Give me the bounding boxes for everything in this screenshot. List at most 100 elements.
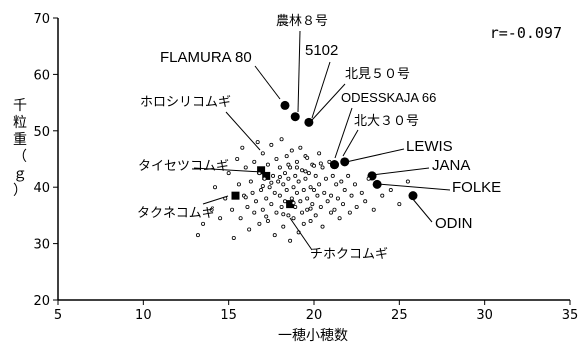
scatter-point	[329, 210, 334, 215]
cultivar-point	[340, 157, 350, 167]
annotation-label: タイセツコムギ	[138, 159, 229, 174]
scatter-point	[308, 185, 313, 190]
annotation-leader	[202, 195, 229, 205]
y-tick-label: 20	[33, 294, 50, 309]
annotation-leader	[311, 61, 331, 119]
scatter-point	[298, 199, 303, 204]
scatter-point	[213, 185, 218, 190]
scatter-point	[329, 193, 334, 198]
scatter-point	[269, 180, 274, 185]
scatter-point	[286, 213, 291, 218]
annotation-label: タクネコムギ	[137, 206, 215, 221]
scatter-point	[286, 176, 291, 181]
x-tick-label: 20	[306, 308, 323, 323]
annotation-label: FLAMURA 80	[160, 49, 252, 66]
scatter-point	[286, 162, 291, 167]
scatter-point	[301, 188, 306, 193]
scatter-point	[277, 165, 282, 170]
y-axis-title: 千粒重（ｇ）	[13, 98, 27, 199]
japanese-cultivar-point	[262, 171, 271, 180]
x-tick-label: 10	[135, 308, 152, 323]
y-tick-label: 50	[33, 125, 50, 140]
scatter-point	[291, 200, 296, 205]
scatter-point	[405, 179, 410, 184]
scatter-point	[305, 196, 310, 201]
scatter-point	[323, 176, 328, 181]
scatter-point	[325, 199, 330, 204]
scatter-point	[276, 179, 281, 184]
scatter-point	[281, 224, 286, 229]
cultivar-point	[408, 191, 418, 201]
japanese-cultivar-point	[257, 166, 266, 175]
scatter-point	[303, 176, 308, 181]
scatter-point	[288, 238, 293, 243]
scatter-point	[231, 235, 236, 240]
scatter-point	[284, 154, 289, 159]
scatter-point	[388, 188, 393, 193]
scatter-point	[265, 162, 270, 167]
scatter-point	[272, 233, 277, 238]
scatter-point	[265, 219, 270, 224]
scatter-point	[291, 185, 296, 190]
scatter-point	[264, 196, 269, 201]
scatter-point	[277, 193, 282, 198]
y-tick-label: 30	[33, 238, 50, 253]
scatter-point	[269, 142, 274, 147]
scatter-point	[243, 195, 248, 200]
scatter-point	[366, 176, 371, 181]
scatter-point	[257, 221, 262, 226]
scatter-point	[267, 185, 272, 190]
scatter-point	[248, 179, 253, 184]
scatter-point	[311, 163, 316, 168]
scatter-point	[274, 156, 279, 161]
scatter-point	[296, 179, 301, 184]
scatter-point	[291, 216, 296, 221]
scatter-point	[363, 199, 368, 204]
cultivar-point	[372, 179, 382, 189]
annotation-label: JANA	[432, 157, 470, 174]
annotation-label: 北大３０号	[354, 114, 419, 129]
scatter-point	[209, 207, 214, 212]
scatter-point	[238, 216, 243, 221]
annotation-label: 農林８号	[276, 14, 328, 29]
annotation-label: 北見５０号	[345, 67, 410, 82]
scatter-point	[272, 190, 277, 195]
y-tick-label: 40	[33, 181, 50, 196]
annotation-leader	[377, 183, 451, 191]
scatter-point	[293, 173, 298, 178]
scatter-point	[300, 210, 305, 215]
scatter-point	[252, 159, 257, 164]
scatter-point	[294, 159, 299, 164]
scatter-point	[327, 159, 332, 164]
scatter-point	[308, 206, 313, 211]
scatter-point	[318, 161, 323, 166]
scatter-point	[289, 148, 294, 153]
x-tick-label: 15	[220, 308, 237, 323]
annotation-label: FOLKE	[452, 179, 501, 196]
scatter-point	[332, 207, 337, 212]
scatter-point	[311, 188, 316, 193]
scatter-point	[240, 145, 245, 150]
scatter-point	[226, 171, 231, 176]
scatter-point	[303, 169, 308, 174]
scatter-point	[294, 190, 299, 195]
scatter-point	[289, 196, 294, 201]
scatter-point	[255, 140, 260, 145]
scatter-point	[315, 193, 320, 198]
scatter-point	[284, 188, 289, 193]
scatter-point	[337, 216, 342, 221]
x-tick-label: 30	[476, 308, 493, 323]
scatter-point	[279, 137, 284, 142]
cultivar-point	[304, 117, 314, 127]
scatter-point	[317, 182, 322, 187]
annotation-leader	[193, 167, 263, 173]
scatter-point	[281, 182, 286, 187]
scatter-point	[277, 175, 282, 180]
scatter-point	[253, 199, 258, 204]
scatter-point	[195, 233, 200, 238]
x-tick-label: 25	[391, 308, 408, 323]
scatter-point	[322, 190, 327, 195]
scatter-point	[260, 207, 265, 212]
scatter-point	[330, 173, 335, 178]
